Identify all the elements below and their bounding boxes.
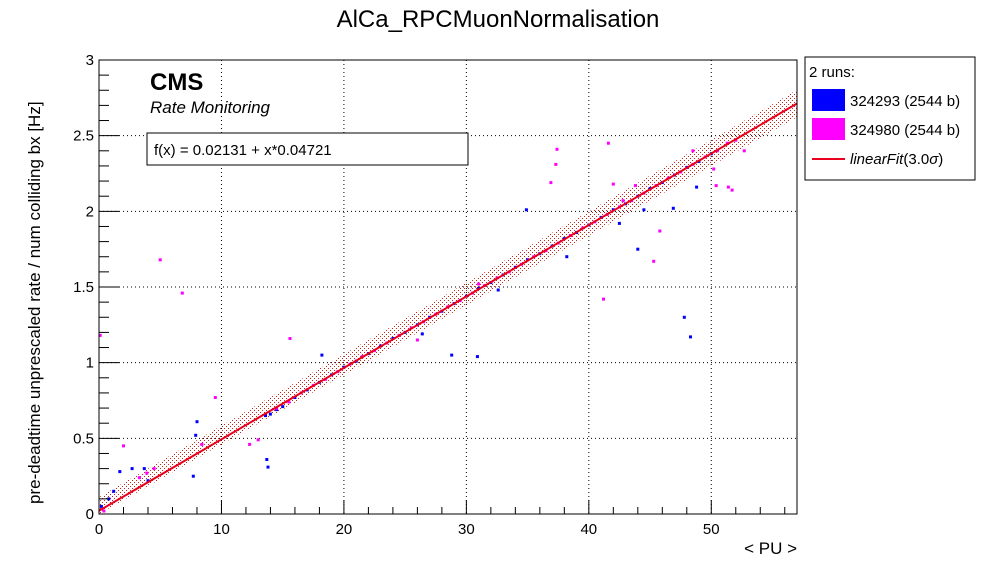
legend-swatch-324293: [812, 89, 845, 111]
y-tick-label-4: 2: [86, 203, 94, 220]
legend-swatch-324980: [812, 118, 845, 140]
y-tick-label-5: 2.5: [73, 128, 94, 145]
point-1-61: [726, 185, 730, 189]
y-tick-label-1: 0.5: [73, 430, 94, 447]
point-0-42: [118, 470, 122, 474]
point-0-56: [617, 221, 621, 225]
point-1-1: [287, 400, 291, 404]
point-0-51: [320, 353, 324, 357]
legend-linearfit-name: linearFit: [850, 151, 904, 168]
point-0-60: [496, 288, 500, 292]
point-0-46: [191, 474, 195, 478]
point-0-43: [130, 467, 134, 471]
x-tick-label-5: 50: [703, 521, 720, 538]
legend-linearfit-end: ): [938, 151, 943, 168]
point-1-59: [712, 167, 716, 171]
fit-formula-box: [146, 132, 469, 166]
y-axis-label: pre-deadtime unprescaled rate / num coll…: [25, 101, 44, 504]
legend-label-324980: 324980 (2544 b): [850, 122, 960, 139]
point-1-67: [611, 182, 615, 186]
legend-label-324293: 324293 (2544 b): [850, 93, 960, 110]
experiment-label: CMS: [150, 69, 203, 96]
point-1-52: [554, 162, 558, 166]
legend-linearfit-suffix: (3.0: [903, 151, 929, 168]
point-0-61: [420, 332, 424, 336]
point-0-0: [264, 414, 267, 418]
point-1-57: [652, 259, 656, 263]
point-1-54: [602, 297, 605, 301]
point-1-63: [691, 149, 695, 153]
point-0-57: [636, 247, 640, 251]
legend-header: 2 runs:: [809, 64, 855, 81]
x-tick-label-3: 30: [458, 521, 475, 538]
point-1-60: [714, 184, 718, 188]
chart-title: AlCa_RPCMuonNormalisation: [337, 6, 660, 33]
y-tick-label-0: 0: [86, 506, 94, 523]
point-1-44: [158, 258, 162, 262]
fit-formula: f(x) = 0.02131 + x*0.04721: [154, 142, 332, 159]
point-1-49: [256, 438, 260, 442]
point-0-59: [689, 335, 692, 339]
fit-line-group: [98, 102, 798, 512]
point-0-63: [671, 206, 675, 210]
point-1-43: [152, 467, 156, 471]
y-tick-label-3: 1.5: [73, 279, 94, 296]
point-1-39: [102, 509, 106, 513]
point-0-45: [146, 479, 150, 483]
point-0-50: [266, 465, 270, 469]
fit-line: [98, 102, 798, 512]
point-0-64: [695, 185, 699, 189]
legend-label-linearfit: linearFit(3.0σ): [850, 151, 943, 168]
x-tick-label-4: 40: [580, 521, 597, 538]
x-axis-label: < PU >: [744, 539, 797, 558]
point-1-40: [122, 444, 125, 448]
point-0-58: [682, 315, 686, 319]
point-1-62: [730, 188, 734, 192]
point-0-48: [195, 420, 199, 424]
point-1-66: [633, 184, 637, 188]
x-axis: 0 10 20 30 40 50: [95, 500, 786, 538]
point-1-65: [742, 149, 746, 153]
legend-linearfit-sigma: σ: [929, 151, 939, 168]
x-tick-label-2: 20: [336, 521, 353, 538]
point-1-45: [180, 291, 184, 295]
point-0-54: [524, 208, 528, 212]
point-0-55: [565, 255, 569, 259]
point-1-69: [477, 282, 481, 286]
point-1-50: [288, 337, 292, 340]
point-0-44: [142, 467, 146, 471]
x-tick-label-1: 10: [213, 521, 230, 538]
point-0-39: [99, 504, 103, 508]
point-0-1: [268, 412, 272, 416]
point-1-41: [137, 476, 141, 480]
point-0-62: [642, 208, 646, 212]
point-0-3: [281, 405, 285, 409]
point-0-52: [450, 353, 454, 357]
point-1-42: [145, 471, 149, 475]
point-0-49: [265, 458, 269, 461]
point-1-58: [658, 229, 662, 233]
legend: 2 runs: 324293 (2544 b) 324980 (2544 b) …: [804, 56, 976, 181]
y-axis: 0 0.5 1 1.5 2 2.5 3: [73, 52, 119, 523]
point-0-47: [194, 433, 198, 437]
point-0-53: [475, 355, 479, 359]
point-0-41: [112, 489, 116, 493]
point-1-51: [549, 181, 553, 185]
point-1-56: [621, 199, 625, 203]
point-1-38: [98, 333, 102, 337]
point-1-48: [248, 442, 252, 446]
y-tick-label-6: 3: [86, 52, 94, 69]
point-1-53: [555, 147, 559, 151]
point-1-47: [213, 396, 217, 399]
experiment-sublabel: Rate Monitoring: [150, 98, 271, 117]
point-1-46: [200, 442, 204, 446]
point-1-68: [415, 338, 419, 342]
point-1-55: [606, 141, 610, 145]
x-tick-label-0: 0: [95, 521, 103, 538]
y-tick-label-2: 1: [86, 355, 94, 372]
